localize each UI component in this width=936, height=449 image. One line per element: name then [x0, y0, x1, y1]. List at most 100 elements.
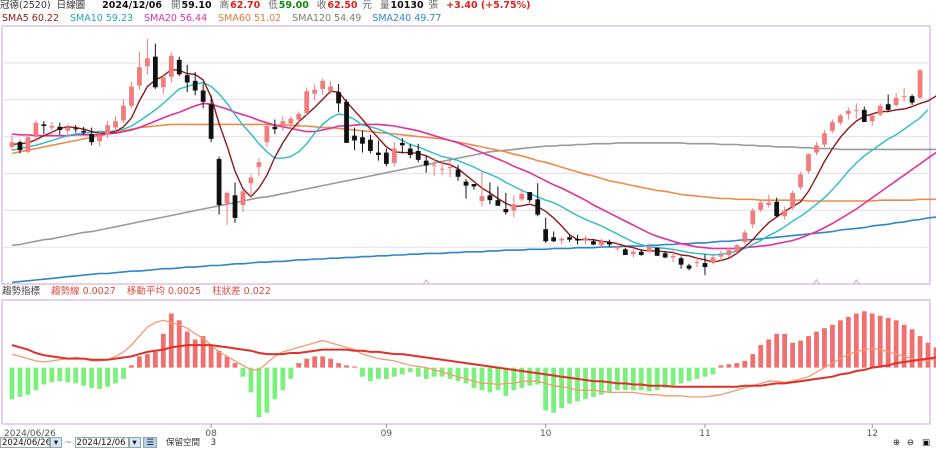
candle-body — [591, 241, 596, 245]
candle-body — [511, 204, 517, 211]
settings-icon[interactable]: ▣ — [921, 438, 930, 448]
histogram-bar — [368, 367, 373, 382]
candle-body — [583, 238, 588, 241]
histogram-bar — [224, 356, 230, 368]
candle-body — [368, 139, 373, 151]
x-tick-label: 12 — [867, 429, 878, 439]
candle-body — [702, 263, 708, 268]
candle-body — [407, 148, 413, 155]
candle-body — [742, 232, 748, 243]
histogram-bar — [73, 367, 79, 384]
candle-body — [551, 237, 557, 242]
candle-body — [192, 80, 198, 91]
sma5-line — [11, 68, 936, 263]
candle-body — [376, 152, 381, 155]
histogram-bar — [344, 365, 349, 368]
histogram-bar — [925, 342, 931, 368]
zoom-out-icon[interactable]: ⊖ — [906, 438, 914, 448]
histogram-bar — [614, 367, 620, 391]
x-tick-label: 2024/06/26 — [4, 429, 56, 439]
histogram-bar — [702, 367, 708, 377]
histogram-bar — [838, 320, 843, 368]
candle-body — [272, 126, 278, 130]
histogram-bar — [877, 315, 883, 368]
candle-body — [447, 167, 453, 169]
candle-body — [877, 105, 883, 115]
candle-body — [694, 262, 700, 264]
event-marker-icon — [813, 279, 820, 285]
to-date-field[interactable]: 2024/12/06 — [74, 437, 129, 448]
histogram-bar — [718, 365, 724, 368]
histogram-bar — [607, 367, 612, 393]
histogram-bar — [782, 333, 788, 368]
candle-body — [822, 133, 827, 145]
histogram-bar — [622, 367, 628, 391]
candle-body — [798, 174, 803, 188]
histogram-bar — [360, 367, 365, 377]
histogram-bar — [742, 360, 748, 368]
histogram-bar — [822, 328, 827, 368]
histogram-bar — [511, 367, 517, 391]
candle-body — [360, 137, 365, 144]
candle-body — [471, 184, 477, 187]
histogram-bar — [65, 367, 71, 383]
histogram-bar — [487, 367, 493, 393]
zoom-in-icon[interactable]: ⊕ — [892, 438, 900, 448]
to-date-dropdown-icon[interactable]: ▾ — [128, 437, 141, 448]
histogram-bar — [495, 367, 501, 391]
candle-body — [113, 121, 118, 128]
histogram-bar — [766, 339, 772, 368]
histogram-bar — [853, 313, 859, 368]
x-tick-label: 10 — [540, 429, 552, 439]
volume-label: 量 — [380, 0, 390, 11]
histogram-bar — [105, 367, 110, 387]
histogram-bar — [814, 331, 819, 368]
from-date-field[interactable]: 2024/06/26 — [0, 437, 50, 448]
indicator-name: 趨勢指標 — [2, 286, 41, 297]
histogram-bar — [176, 320, 182, 368]
candle-body — [304, 91, 310, 114]
candle-body — [774, 201, 780, 217]
histogram-bar — [575, 367, 580, 402]
histogram-bar — [264, 367, 270, 413]
stock-name: 冠德(2520) — [0, 0, 51, 11]
histogram-bar — [383, 367, 389, 379]
from-date-dropdown-icon[interactable]: ▾ — [50, 437, 62, 448]
histogram-bar — [893, 320, 899, 368]
hold-space-value[interactable]: 3 — [210, 438, 217, 448]
candle-body — [431, 164, 437, 166]
histogram-bar — [551, 367, 557, 413]
event-marker-icon — [422, 279, 430, 285]
candle-body — [519, 193, 525, 200]
high-value: 62.70 — [230, 0, 261, 11]
candle-body — [89, 134, 95, 143]
histogram-bar — [272, 367, 278, 400]
histogram-bar — [208, 345, 214, 368]
candle-body — [782, 210, 788, 217]
candle-body — [901, 96, 907, 98]
histogram-bar — [734, 363, 740, 368]
candle-body — [57, 126, 63, 131]
candle-body — [917, 70, 923, 98]
candle-body — [49, 125, 55, 128]
candle-body — [495, 200, 501, 206]
candle-body — [750, 210, 756, 225]
candle-body — [9, 142, 15, 147]
confirm-button-icon[interactable]: ☰ — [143, 437, 158, 448]
histogram-bar — [391, 367, 397, 377]
candle-body — [415, 150, 421, 160]
candle-body — [391, 148, 397, 164]
price-pane-frame — [1, 25, 931, 285]
histogram-bar — [97, 367, 102, 390]
histogram-bar — [447, 367, 453, 379]
histogram-bar — [678, 367, 684, 384]
change-value: +3.40 (+5.75%) — [446, 0, 531, 11]
histogram-bar — [137, 356, 142, 368]
candle-body — [535, 199, 541, 215]
indicator-legend-trend: 趨勢線 0.0027 — [51, 286, 116, 297]
histogram-bar — [630, 367, 636, 391]
ma-legend-sma10: SMA10 59.23 — [70, 13, 134, 24]
histogram-bar — [129, 365, 134, 368]
histogram-bar — [583, 367, 588, 400]
candle-body — [296, 113, 302, 120]
